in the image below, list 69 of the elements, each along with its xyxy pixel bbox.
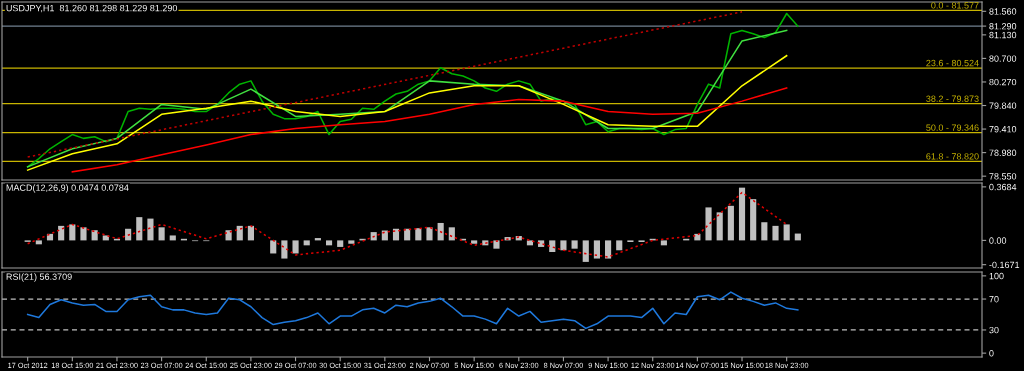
bar xyxy=(35,240,42,245)
bar xyxy=(69,224,76,241)
bar xyxy=(158,227,165,241)
annotation: 38.2 - 79.873 xyxy=(926,95,979,102)
bar xyxy=(738,187,746,241)
line-series xyxy=(71,87,788,173)
y-tick-label: 30 xyxy=(989,326,999,334)
chart-title: USDJPY,H1 81.260 81.298 81.229 81.290 xyxy=(6,4,178,13)
line-series xyxy=(26,291,799,330)
bar xyxy=(437,222,444,241)
bar xyxy=(783,224,790,241)
bar xyxy=(169,235,176,241)
y-tick-label: 81.290 xyxy=(989,23,1017,30)
bar xyxy=(58,225,65,241)
bar xyxy=(761,222,768,241)
bar xyxy=(236,225,243,241)
bar xyxy=(325,240,333,246)
bar xyxy=(605,240,612,259)
y-tick-label: 79.410 xyxy=(989,126,1017,133)
bar xyxy=(582,240,589,262)
bar xyxy=(415,228,422,241)
annotation: 61.8 - 78.820 xyxy=(926,153,979,160)
y-tick-label: 0.3684 xyxy=(989,183,1017,191)
bar xyxy=(448,227,455,241)
bar xyxy=(303,240,310,246)
annotation: 0.0 - 81.577 xyxy=(931,2,979,9)
bar xyxy=(493,240,500,249)
bar xyxy=(571,240,578,249)
bar xyxy=(616,240,623,251)
bar xyxy=(348,240,355,244)
bar xyxy=(772,225,779,241)
bar xyxy=(560,240,567,251)
bar xyxy=(716,212,723,241)
bar xyxy=(270,240,277,254)
chart-title: MACD(12,26,9) 0.0474 0.0784 xyxy=(6,184,129,193)
bar xyxy=(281,240,288,259)
bar xyxy=(750,199,757,241)
y-tick-label: 80.700 xyxy=(989,55,1017,62)
chart-title: RSI(21) 56.3709 xyxy=(6,273,72,282)
bar xyxy=(727,205,734,241)
y-tick-label: 78.980 xyxy=(989,149,1017,156)
bar xyxy=(426,227,433,241)
bar xyxy=(247,225,254,241)
annotation: 23.6 - 80.524 xyxy=(926,59,979,67)
y-tick-label: 78.550 xyxy=(989,173,1017,180)
bar xyxy=(136,217,143,241)
bar xyxy=(337,240,344,247)
bar xyxy=(292,240,299,254)
y-tick-label: 80.270 xyxy=(989,78,1017,86)
line-series xyxy=(26,54,788,171)
bar xyxy=(471,240,478,244)
y-tick-label: 100 xyxy=(989,272,1004,280)
y-tick-label: 70 xyxy=(989,296,999,303)
bar xyxy=(102,235,109,241)
bar xyxy=(705,207,712,241)
y-tick-label: 79.840 xyxy=(989,102,1017,109)
line-series xyxy=(26,191,788,258)
y-tick-label: 81.130 xyxy=(989,31,1017,39)
y-tick-label: 0.00 xyxy=(989,237,1007,244)
y-tick-label: -0.1671 xyxy=(989,261,1020,269)
bar xyxy=(660,240,667,246)
bar xyxy=(549,240,556,253)
bar xyxy=(526,240,534,246)
y-tick-label: 0 xyxy=(989,350,994,357)
annotation: 50.0 - 79.346 xyxy=(926,124,979,131)
bar xyxy=(147,218,154,241)
bar xyxy=(80,227,87,241)
bar xyxy=(593,240,600,259)
y-tick-label: 81.560 xyxy=(989,8,1017,15)
